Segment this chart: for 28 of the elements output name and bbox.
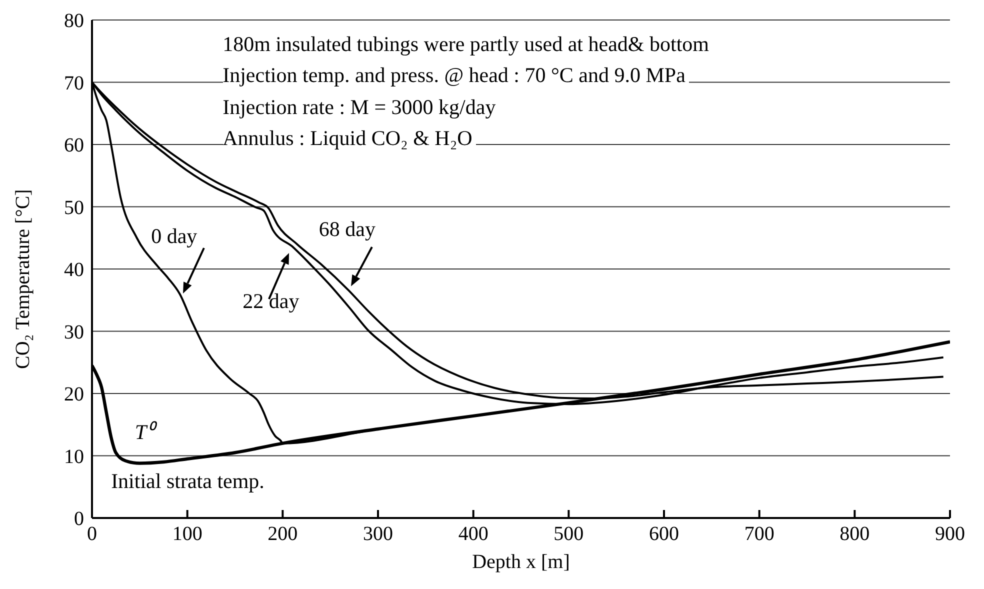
y-axis-title: CO₂ Temperature [°C] — [12, 189, 34, 369]
x-tick-label: 300 — [363, 523, 393, 546]
y-tick-label: 70 — [64, 72, 84, 94]
annotation: Annulus : Liquid CO₂ & H₂O — [222, 126, 476, 150]
x-tick-label: 500 — [554, 523, 584, 546]
y-tick-label: 30 — [64, 321, 84, 344]
annotation: Injection rate : M = 3000 kg/day — [222, 94, 500, 119]
annotation: 180m insulated tubings were partly used at head& bottom — [222, 32, 713, 56]
annotation: Injection temp. and press. @ head : 70 °C and 9.0 MPa — [222, 63, 690, 88]
x-tick-label: 600 — [649, 523, 679, 546]
x-axis-title: Depth x [m] — [472, 551, 570, 573]
x-tick-label: 900 — [935, 523, 965, 546]
y-tick-label: 60 — [64, 134, 84, 157]
series-label: 0 day — [151, 224, 198, 250]
x-tick-label: 100 — [172, 523, 202, 546]
y-tick-label: 10 — [64, 446, 84, 468]
x-tick-label: 200 — [268, 523, 298, 546]
y-tick-label: 20 — [64, 384, 84, 406]
y-tick-label: 80 — [64, 10, 84, 32]
x-tick-label: 700 — [744, 523, 774, 546]
y-tick-label: 40 — [64, 259, 84, 282]
x-tick-label: 800 — [840, 523, 870, 546]
legend-label: 22 day — [242, 288, 300, 314]
y-tick-label: 50 — [64, 196, 84, 219]
annotation: Initial strata temp. — [111, 469, 264, 494]
x-tick-label: 400 — [458, 523, 488, 546]
y-tick-label: 0 — [74, 508, 84, 530]
series-label: 68 day — [318, 217, 376, 242]
